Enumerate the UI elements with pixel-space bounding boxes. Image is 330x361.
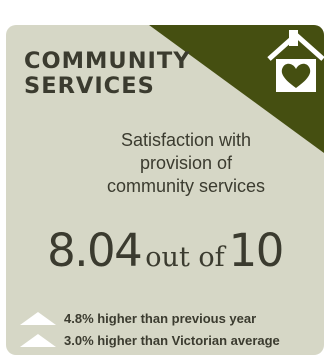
score-value: 8.04 [47, 224, 143, 277]
score-connector: out of [145, 242, 225, 273]
comparison-item: 3.0% higher than Victorian average [20, 330, 280, 350]
card-title-line: SERVICES [24, 73, 155, 99]
metric-description-line: community services [106, 176, 266, 196]
community-services-card: COMMUNITY SERVICES Satisfaction with pro… [6, 25, 324, 355]
score-max: 10 [228, 224, 285, 277]
satisfaction-score: 8.04 out of10 [6, 221, 324, 281]
comparison-text: 4.8% higher than previous year [64, 310, 257, 326]
up-triangle-icon [20, 311, 56, 325]
comparison-item: 4.8% higher than previous year [20, 308, 280, 328]
comparison-text: 3.0% higher than Victorian average [64, 332, 280, 348]
corner-banner [149, 25, 324, 153]
card-title: COMMUNITY SERVICES [24, 49, 191, 99]
card-title-line: COMMUNITY [24, 48, 191, 74]
house-heart-icon [267, 30, 324, 92]
metric-description: Satisfaction with provision of community… [86, 129, 286, 198]
metric-description-line: provision of [139, 153, 233, 173]
comparison-list: 4.8% higher than previous year 3.0% high… [20, 308, 280, 352]
up-triangle-icon [20, 333, 56, 347]
metric-description-line: Satisfaction with [120, 130, 252, 150]
